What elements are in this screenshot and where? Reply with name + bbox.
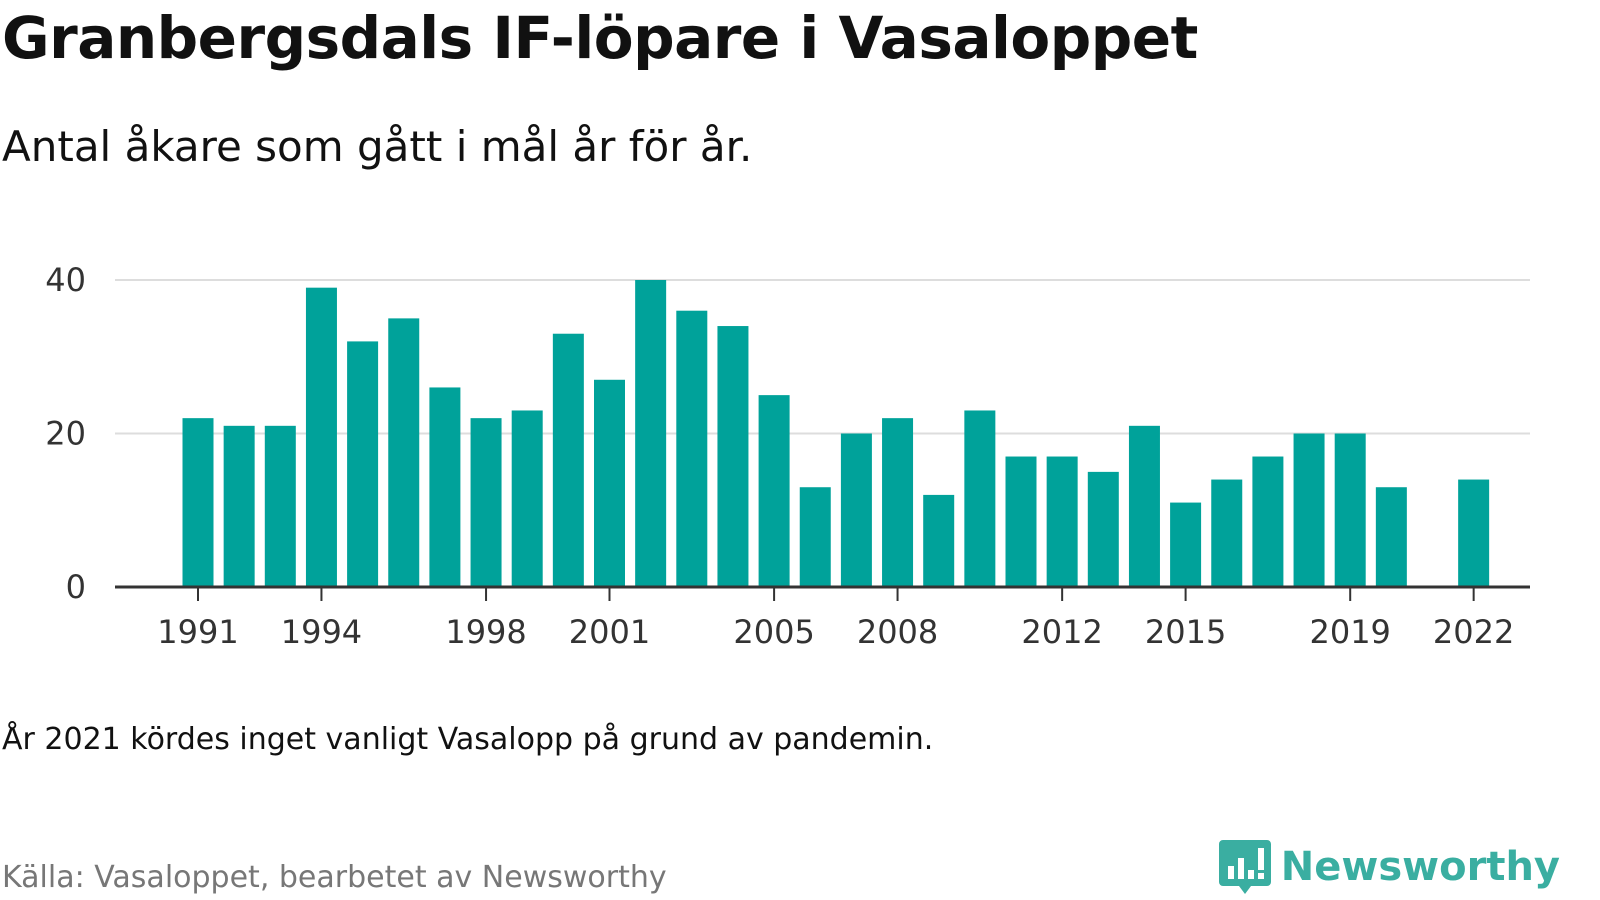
bar-2008 (882, 418, 914, 587)
chart-title: Granbergsdals IF-löpare i Vasaloppet (2, 4, 1198, 72)
bar-2005 (758, 395, 790, 587)
bar-chart: 0 20 40 1991 1994 1998 2001 2005 2008 2012 2015 20… (45, 261, 1530, 651)
bar-1991 (182, 418, 214, 587)
bar-2001 (594, 379, 625, 587)
bar-2013 (1087, 471, 1119, 587)
bar-2017 (1252, 456, 1284, 587)
bar-2006 (799, 487, 831, 587)
x-tick-label: 2001 (569, 613, 650, 651)
bar-2016 (1211, 479, 1243, 587)
bar-2011 (1005, 456, 1037, 587)
x-tick-label: 2022 (1433, 613, 1514, 651)
y-tick-label: 40 (45, 261, 86, 299)
bar-2000 (552, 333, 584, 587)
x-tick-label: 1998 (445, 613, 526, 651)
bar-2022 (1458, 479, 1490, 587)
bar-1999 (511, 410, 543, 587)
bar-2012 (1046, 456, 1078, 587)
x-tick-label: 1991 (157, 613, 238, 651)
bar-1992 (223, 425, 255, 587)
bar-2015 (1170, 502, 1202, 587)
bar-1994 (305, 287, 337, 587)
bar-2004 (717, 326, 749, 587)
x-tick-label: 2008 (857, 613, 938, 651)
x-tick-label: 2015 (1145, 613, 1226, 651)
bar-2019 (1334, 433, 1366, 587)
bar-1993 (264, 425, 296, 587)
bar-1998 (470, 418, 502, 587)
bar-2020 (1375, 487, 1407, 587)
x-tick-label: 2012 (1021, 613, 1102, 651)
bar-2002 (635, 280, 667, 587)
bar-2003 (676, 310, 708, 587)
bar-1995 (347, 341, 379, 587)
y-tick-label: 20 (45, 415, 86, 453)
x-tick-label: 1994 (281, 613, 362, 651)
brand-logo: Newsworthy (1218, 838, 1560, 896)
bar-1996 (388, 318, 420, 587)
bar-2009 (923, 494, 955, 587)
chart-subtitle: Antal åkare som gått i mål år för år. (2, 122, 753, 171)
x-axis-ticks: 1991 1994 1998 2001 2005 2008 2012 2015 2019 2022 (157, 587, 1514, 651)
source-credit: Källa: Vasaloppet, bearbetet av Newswort… (2, 860, 667, 895)
y-axis-ticks: 0 20 40 (45, 261, 86, 606)
bar-2018 (1293, 433, 1325, 587)
y-tick-label: 0 (66, 568, 86, 606)
bar-2010 (964, 410, 996, 587)
bar-1997 (429, 387, 461, 587)
brand-name: Newsworthy (1280, 844, 1560, 890)
bar-2007 (840, 433, 872, 587)
footnote: År 2021 kördes inget vanligt Vasalopp på… (2, 722, 934, 757)
bars (182, 280, 1490, 587)
x-tick-label: 2005 (733, 613, 814, 651)
newsworthy-logo-icon (1218, 840, 1271, 894)
bar-2014 (1128, 425, 1160, 587)
x-tick-label: 2019 (1309, 613, 1390, 651)
